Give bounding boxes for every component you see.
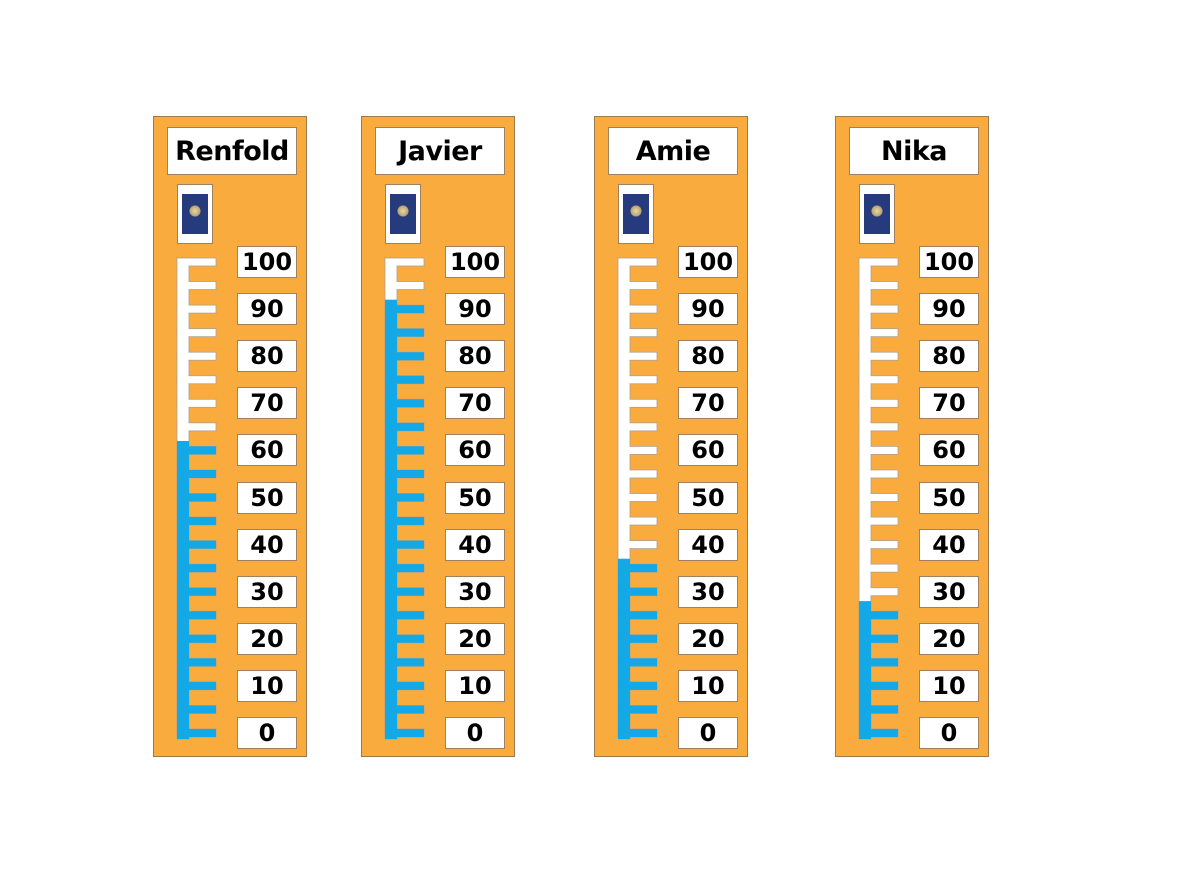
tube-segment [384, 281, 425, 290]
tube-segment [858, 328, 899, 338]
tube-segment [617, 493, 658, 502]
tick-label: 10 [678, 669, 738, 702]
tube-segment [176, 281, 217, 290]
tick-label: 80 [678, 340, 738, 373]
tick-label: 60 [678, 434, 738, 467]
tick-label: 100 [678, 246, 738, 278]
passport-icon [177, 184, 213, 244]
tick-label: 20 [919, 622, 979, 655]
passport-icon [859, 184, 895, 244]
tube-segment [176, 351, 217, 361]
tube-segment [858, 375, 899, 385]
tube-segment [858, 540, 899, 550]
tick-label: 30 [445, 575, 505, 608]
tube-segment [176, 304, 217, 314]
tube-segment [858, 304, 899, 314]
tick-label: 80 [919, 340, 979, 373]
tube-segment [858, 469, 899, 479]
tick-label: 0 [445, 717, 505, 749]
thermometer-name: Amie [608, 127, 738, 175]
thermometer-tube [617, 257, 658, 740]
passport-icon [618, 184, 654, 244]
tick-label: 30 [237, 575, 297, 608]
tick-label: 90 [445, 293, 505, 326]
tube-segment [617, 375, 658, 385]
tick-label: 0 [678, 717, 738, 749]
tube-segment [176, 375, 217, 385]
tube-segment [858, 445, 899, 455]
tube-segment [858, 351, 899, 361]
tube-segment [176, 257, 217, 267]
tube-segment [384, 257, 425, 267]
thermometer-name: Nika [849, 127, 979, 175]
tick-label: 10 [919, 669, 979, 702]
tick-label: 70 [678, 387, 738, 420]
thermometer-panel: Amie 100 90 80 70 60 50 40 30 20 10 0 [594, 116, 748, 757]
tick-label: 40 [919, 528, 979, 561]
tick-label: 90 [237, 293, 297, 326]
tick-label: 70 [445, 387, 505, 420]
tube-segment [858, 398, 899, 408]
tick-label: 50 [445, 481, 505, 514]
tick-label: 40 [237, 528, 297, 561]
tick-label: 60 [237, 434, 297, 467]
tube-segment [858, 493, 899, 502]
tick-label: 60 [919, 434, 979, 467]
tick-label: 100 [237, 246, 297, 278]
tube-segment [617, 281, 658, 290]
thermometer-tube [858, 257, 899, 740]
tick-label: 30 [919, 575, 979, 608]
tick-label: 50 [237, 481, 297, 514]
tick-label: 80 [237, 340, 297, 373]
tube-segment [858, 563, 899, 573]
tick-label: 20 [445, 622, 505, 655]
thermometer-tube [384, 257, 425, 740]
tick-label: 50 [919, 481, 979, 514]
tube-segment [176, 398, 217, 408]
tube-segment [176, 422, 217, 432]
tick-label: 70 [237, 387, 297, 420]
tick-label: 0 [237, 717, 297, 749]
passport-icon [385, 184, 421, 244]
thermometer-name: Renfold [167, 127, 297, 175]
tube-segment [617, 516, 658, 526]
tube-segment [858, 257, 899, 267]
tick-label: 50 [678, 481, 738, 514]
tube-segment [858, 422, 899, 432]
tube-segment [617, 445, 658, 455]
tick-label: 40 [445, 528, 505, 561]
tube-segment [617, 422, 658, 432]
tube-segment [176, 328, 217, 338]
tick-label: 0 [919, 717, 979, 749]
tick-label: 70 [919, 387, 979, 420]
tube-segment [617, 469, 658, 479]
tick-label: 10 [237, 669, 297, 702]
thermometer-tube [176, 257, 217, 740]
tick-label: 30 [678, 575, 738, 608]
tick-label: 10 [445, 669, 505, 702]
tube-segment [617, 398, 658, 408]
tube-segment [617, 351, 658, 361]
tube-segment [858, 587, 899, 597]
tick-label: 60 [445, 434, 505, 467]
tube-segment [858, 516, 899, 526]
tube-segment [617, 304, 658, 314]
tick-label: 90 [919, 293, 979, 326]
tick-label: 20 [678, 622, 738, 655]
tick-label: 90 [678, 293, 738, 326]
thermometer-name: Javier [375, 127, 505, 175]
tube-segment [617, 257, 658, 267]
tube-segment [858, 281, 899, 290]
thermometer-panel: Nika 100 90 80 70 60 50 40 30 20 10 0 [835, 116, 989, 757]
thermometer-panel: Renfold 100 90 80 70 60 50 40 30 20 10 0 [153, 116, 307, 757]
tick-label: 80 [445, 340, 505, 373]
tick-label: 20 [237, 622, 297, 655]
tube-segment [617, 328, 658, 338]
tick-label: 40 [678, 528, 738, 561]
thermometer-panel: Javier 100 90 80 70 60 50 40 30 20 10 0 [361, 116, 515, 757]
tube-segment [617, 540, 658, 550]
tick-label: 100 [919, 246, 979, 278]
tick-label: 100 [445, 246, 505, 278]
